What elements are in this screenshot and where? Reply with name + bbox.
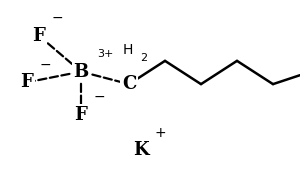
Text: K: K	[133, 141, 149, 159]
Text: F: F	[33, 27, 45, 45]
Text: −: −	[52, 11, 63, 25]
Text: +: +	[154, 126, 166, 140]
Text: C: C	[122, 75, 136, 93]
Text: 2: 2	[140, 53, 148, 63]
Text: B: B	[74, 63, 88, 81]
Text: F: F	[75, 106, 87, 124]
Text: F: F	[21, 73, 33, 91]
Text: −: −	[40, 58, 51, 72]
Text: H: H	[122, 43, 133, 57]
Text: 3+: 3+	[98, 49, 114, 59]
Text: −: −	[94, 90, 105, 104]
